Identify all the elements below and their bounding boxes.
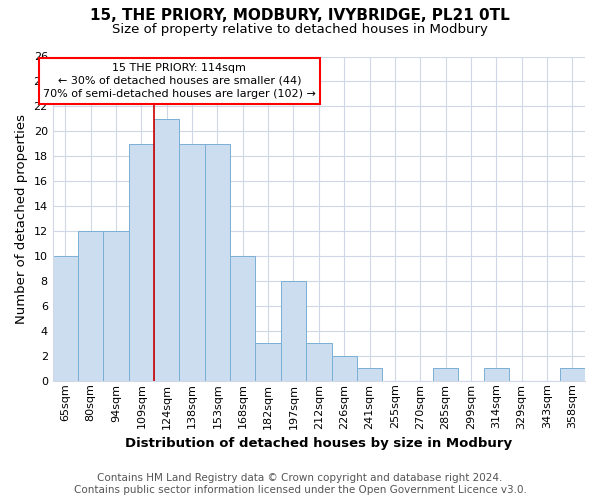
Bar [78,231,103,381]
Bar [53,256,78,381]
Bar [484,368,509,381]
Text: Contains HM Land Registry data © Crown copyright and database right 2024.
Contai: Contains HM Land Registry data © Crown c… [74,474,526,495]
Bar [230,256,256,381]
Bar [103,231,129,381]
Bar [256,344,281,381]
Bar [332,356,357,381]
Bar [179,144,205,381]
Bar [306,344,332,381]
Bar [433,368,458,381]
Text: 15 THE PRIORY: 114sqm
← 30% of detached houses are smaller (44)
70% of semi-deta: 15 THE PRIORY: 114sqm ← 30% of detached … [43,62,316,99]
Bar [154,119,179,381]
Bar [357,368,382,381]
Y-axis label: Number of detached properties: Number of detached properties [15,114,28,324]
Bar [560,368,585,381]
Text: Size of property relative to detached houses in Modbury: Size of property relative to detached ho… [112,22,488,36]
Bar [281,281,306,381]
Text: 15, THE PRIORY, MODBURY, IVYBRIDGE, PL21 0TL: 15, THE PRIORY, MODBURY, IVYBRIDGE, PL21… [90,8,510,22]
Bar [129,144,154,381]
X-axis label: Distribution of detached houses by size in Modbury: Distribution of detached houses by size … [125,437,512,450]
Bar [205,144,230,381]
